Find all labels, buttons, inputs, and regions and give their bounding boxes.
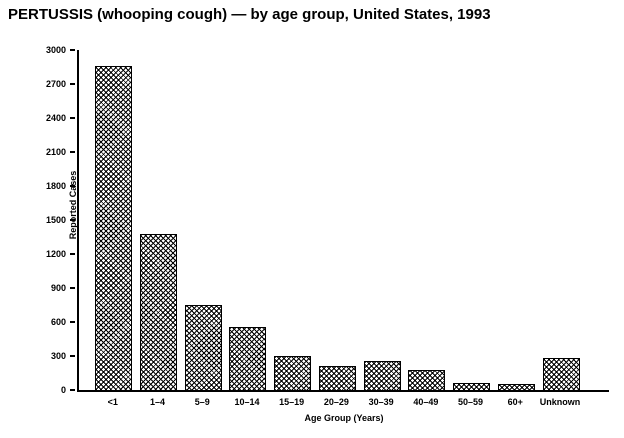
x-axis-label: Age Group (Years) — [304, 413, 384, 423]
y-tick-label: 3000 — [45, 44, 66, 55]
y-tick-2400 — [70, 117, 75, 119]
y-tick-2700 — [70, 83, 75, 85]
y-tick-label: 900 — [50, 282, 66, 293]
y-tick-1200 — [70, 253, 75, 255]
chart-title: PERTUSSIS (whooping cough) — by age grou… — [8, 6, 491, 23]
y-tick-0 — [70, 389, 75, 391]
y-tick-label: 2700 — [45, 78, 66, 89]
y-tick-label: 1800 — [45, 180, 66, 191]
x-tick-label: 30–39 — [368, 397, 394, 407]
bar-60+ — [497, 383, 535, 390]
bar-5–9 — [184, 305, 222, 390]
y-tick-900 — [70, 287, 75, 289]
y-tick-600 — [70, 321, 75, 323]
bar-40–49 — [408, 369, 446, 390]
y-axis-label: Reported Cases — [68, 170, 78, 240]
x-tick-label: 5–9 — [194, 397, 210, 407]
y-tick-3000 — [70, 49, 75, 51]
plot-area: Reported Cases Age Group (Years) 0 300 600… — [46, 45, 609, 423]
y-tick-1500 — [70, 219, 75, 221]
x-tick-label: 50–59 — [458, 397, 484, 407]
y-tick-300 — [70, 355, 75, 357]
y-tick-label: 2100 — [45, 146, 66, 157]
x-tick-label: 10–14 — [234, 397, 260, 407]
y-tick-2100 — [70, 151, 75, 153]
y-tick-label: 1200 — [45, 248, 66, 259]
x-tick-label: 20–29 — [323, 397, 349, 407]
y-tick-1800 — [70, 185, 75, 187]
x-tick-label: 40–49 — [413, 397, 439, 407]
bar-<1 — [95, 66, 133, 390]
y-tick-label: 2400 — [45, 112, 66, 123]
y-tick-label: 300 — [50, 350, 66, 361]
bar-Unknown — [542, 358, 580, 390]
bar-30–39 — [363, 360, 401, 390]
bar-10–14 — [229, 326, 267, 390]
x-tick-label: Unknown — [539, 397, 581, 407]
x-tick-label: 60+ — [507, 397, 523, 407]
x-tick-label: <1 — [107, 397, 118, 407]
y-tick-label: 600 — [50, 316, 66, 327]
y-tick-label: 1500 — [45, 214, 66, 225]
y-tick-label: 0 — [60, 384, 66, 395]
bar-50–59 — [453, 382, 491, 390]
bar-20–29 — [318, 366, 356, 390]
bar-1–4 — [140, 233, 178, 390]
x-tick-label: 1–4 — [150, 397, 166, 407]
x-tick-label: 15–19 — [279, 397, 305, 407]
bar-15–19 — [274, 356, 312, 390]
